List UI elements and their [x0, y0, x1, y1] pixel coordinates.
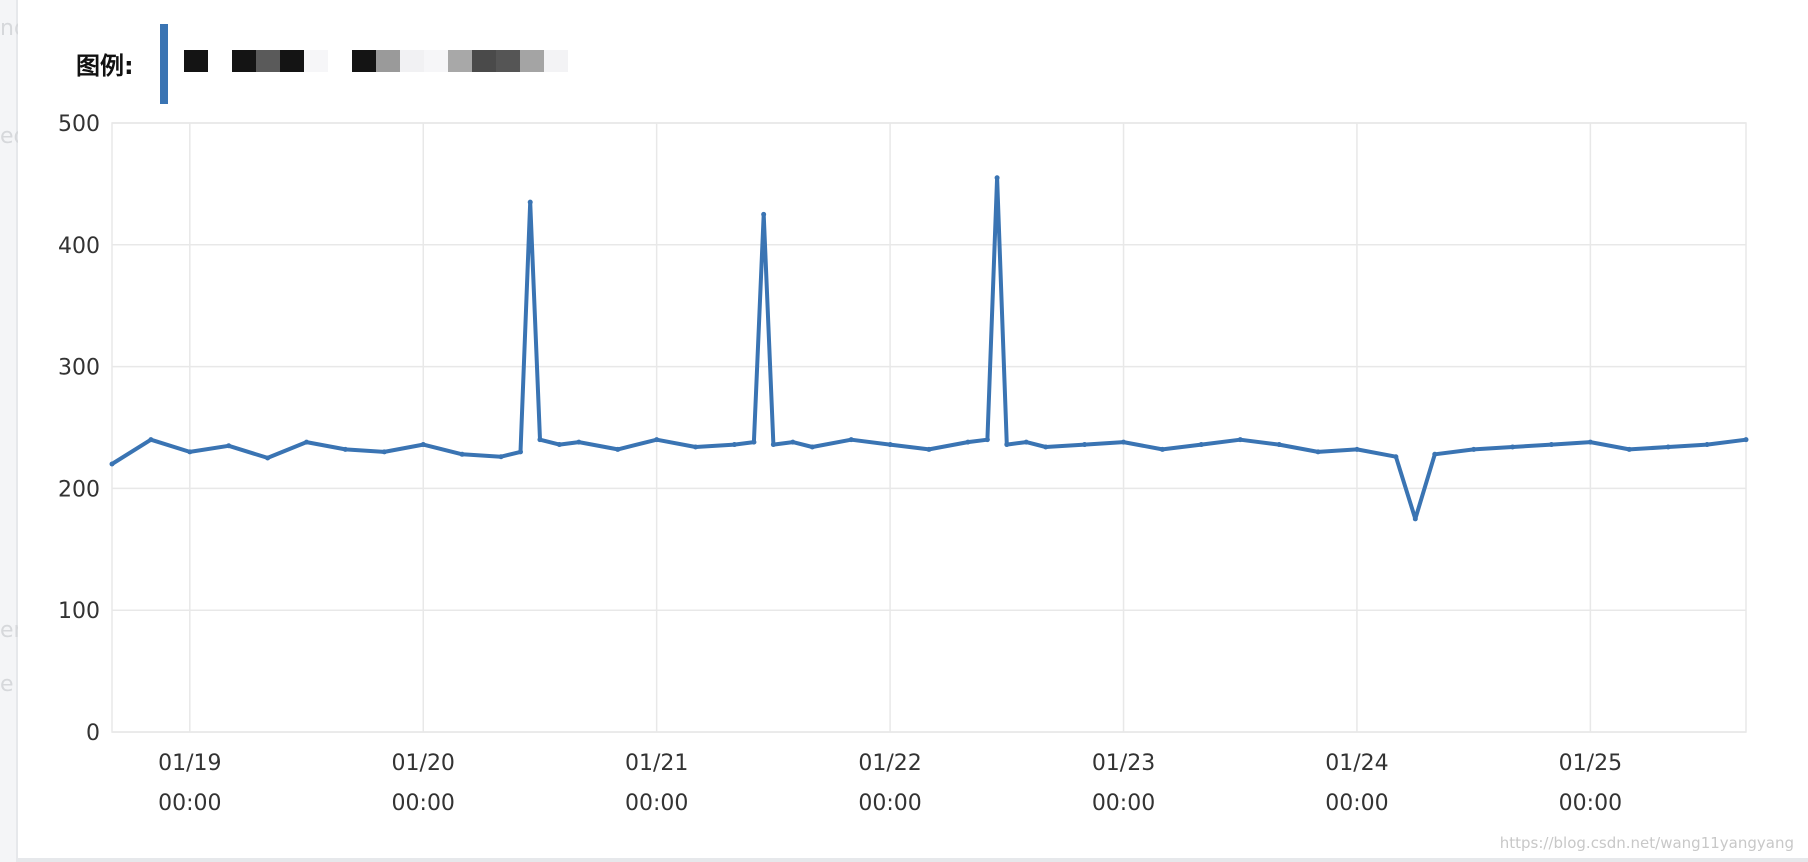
data-point[interactable] — [809, 444, 815, 450]
plot-frame — [111, 122, 1747, 733]
data-point[interactable] — [790, 439, 796, 445]
data-point[interactable] — [848, 437, 854, 443]
watermark: https://blog.csdn.net/wang11yangyang — [1499, 834, 1794, 852]
x-tick-time: 00:00 — [1092, 791, 1155, 816]
data-point[interactable] — [1082, 442, 1088, 448]
data-point[interactable] — [187, 449, 193, 455]
data-point[interactable] — [556, 442, 562, 448]
data-point[interactable] — [1471, 446, 1477, 452]
data-point[interactable] — [1276, 442, 1282, 448]
data-point[interactable] — [1393, 454, 1399, 460]
data-point[interactable] — [1587, 439, 1593, 445]
data-point[interactable] — [518, 449, 523, 455]
data-point[interactable] — [1743, 437, 1749, 443]
chart-card: 图例: 0 100 200 300 400 500 01/19 00:00 01/20 00:0… — [18, 0, 1808, 862]
legend: 图例: — [76, 38, 134, 88]
x-tick-time: 00:00 — [858, 791, 921, 816]
y-tick-label: 400 — [58, 234, 100, 259]
data-point[interactable] — [498, 454, 504, 460]
y-tick-label: 500 — [58, 112, 100, 137]
data-point[interactable] — [1198, 442, 1204, 448]
data-point[interactable] — [887, 442, 893, 448]
data-point[interactable] — [693, 444, 699, 450]
data-point[interactable] — [1354, 446, 1360, 452]
y-tick-label: 0 — [86, 721, 100, 746]
data-point[interactable] — [420, 442, 426, 448]
data-point[interactable] — [381, 449, 387, 455]
legend-swatch[interactable] — [160, 24, 168, 104]
y-tick-label: 100 — [58, 599, 100, 624]
x-tick-date: 01/22 — [858, 751, 921, 776]
x-tick-date: 01/24 — [1325, 751, 1388, 776]
data-point[interactable] — [965, 439, 971, 445]
bottom-divider — [16, 858, 1808, 862]
data-point[interactable] — [1548, 442, 1554, 448]
data-point[interactable] — [1023, 439, 1029, 445]
series-layer — [109, 175, 1749, 522]
data-point[interactable] — [576, 439, 582, 445]
y-axis: 0 100 200 300 400 500 — [58, 112, 100, 746]
y-tick-label: 300 — [58, 356, 100, 381]
data-point[interactable] — [1159, 446, 1165, 452]
data-point[interactable] — [1121, 439, 1127, 445]
data-point[interactable] — [527, 199, 533, 205]
data-point[interactable] — [654, 437, 660, 443]
data-point[interactable] — [1237, 437, 1243, 443]
series-line[interactable] — [110, 175, 1747, 521]
data-point[interactable] — [1315, 449, 1321, 455]
x-tick-date: 01/21 — [625, 751, 688, 776]
data-point[interactable] — [1412, 516, 1418, 522]
data-point[interactable] — [615, 446, 621, 452]
data-point[interactable] — [342, 446, 348, 452]
data-point[interactable] — [926, 446, 932, 452]
data-point[interactable] — [304, 439, 310, 445]
sidebar-ghost-text: e — [0, 672, 14, 697]
data-point[interactable] — [1704, 442, 1710, 448]
x-tick-time: 00:00 — [392, 791, 455, 816]
data-point[interactable] — [1626, 446, 1632, 452]
y-tick-label: 200 — [58, 477, 100, 502]
legend-label: 图例: — [76, 51, 134, 80]
data-point[interactable] — [148, 437, 154, 443]
data-point[interactable] — [265, 455, 271, 461]
data-point[interactable] — [751, 439, 757, 445]
data-point[interactable] — [109, 461, 115, 467]
data-point[interactable] — [459, 451, 465, 457]
data-point[interactable] — [1665, 444, 1671, 450]
data-point[interactable] — [1004, 442, 1010, 448]
data-point[interactable] — [761, 211, 767, 217]
x-tick-date: 01/23 — [1092, 751, 1155, 776]
data-point[interactable] — [1510, 444, 1516, 450]
grid — [111, 122, 1747, 733]
data-point[interactable] — [226, 443, 232, 449]
x-tick-time: 00:00 — [1325, 791, 1388, 816]
x-tick-time: 00:00 — [158, 791, 221, 816]
data-point[interactable] — [1043, 444, 1049, 450]
x-tick-date: 01/25 — [1559, 751, 1622, 776]
data-point[interactable] — [731, 442, 737, 448]
x-tick-time: 00:00 — [1559, 791, 1622, 816]
data-point[interactable] — [537, 437, 543, 443]
data-point[interactable] — [994, 175, 1000, 181]
sidebar-gutter: nd ed en e — [0, 0, 28, 862]
x-tick-date: 01/20 — [392, 751, 455, 776]
x-tick-date: 01/19 — [158, 751, 221, 776]
x-tick-time: 00:00 — [625, 791, 688, 816]
legend-series-name-redacted[interactable] — [184, 50, 568, 72]
x-axis: 01/19 00:00 01/20 00:00 01/21 00:00 01/22 00:00… — [158, 751, 1622, 816]
data-point[interactable] — [1432, 451, 1438, 457]
data-point[interactable] — [984, 437, 990, 443]
data-point[interactable] — [770, 442, 776, 448]
